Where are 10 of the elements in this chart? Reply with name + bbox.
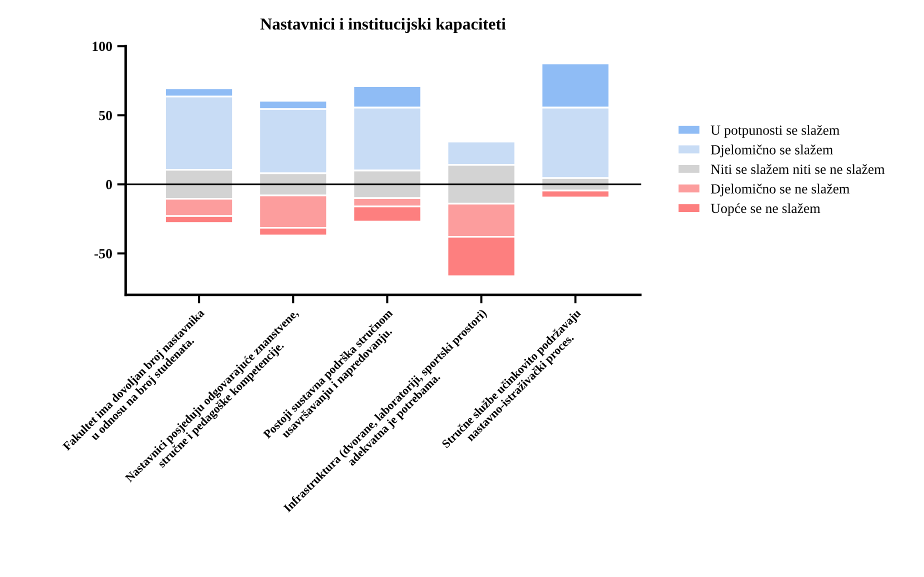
chart-title: Nastavnici i institucijski kapaciteti <box>260 18 506 34</box>
y-tick-label: 100 <box>92 42 112 52</box>
y-tick-label: 50 <box>99 110 112 120</box>
legend-label: Djelomično se slažem <box>710 144 833 158</box>
legend-label: Djelomično se ne slažem <box>710 184 850 196</box>
legend-label: Niti se slažem niti se ne slažem <box>710 164 885 174</box>
y-tick-label: 0 <box>106 180 112 190</box>
legend-label: U potpunosti se slažem <box>710 125 840 138</box>
y-tick-label: -50 <box>94 248 112 258</box>
legend-label: Uopće se ne slažem <box>710 203 820 216</box>
